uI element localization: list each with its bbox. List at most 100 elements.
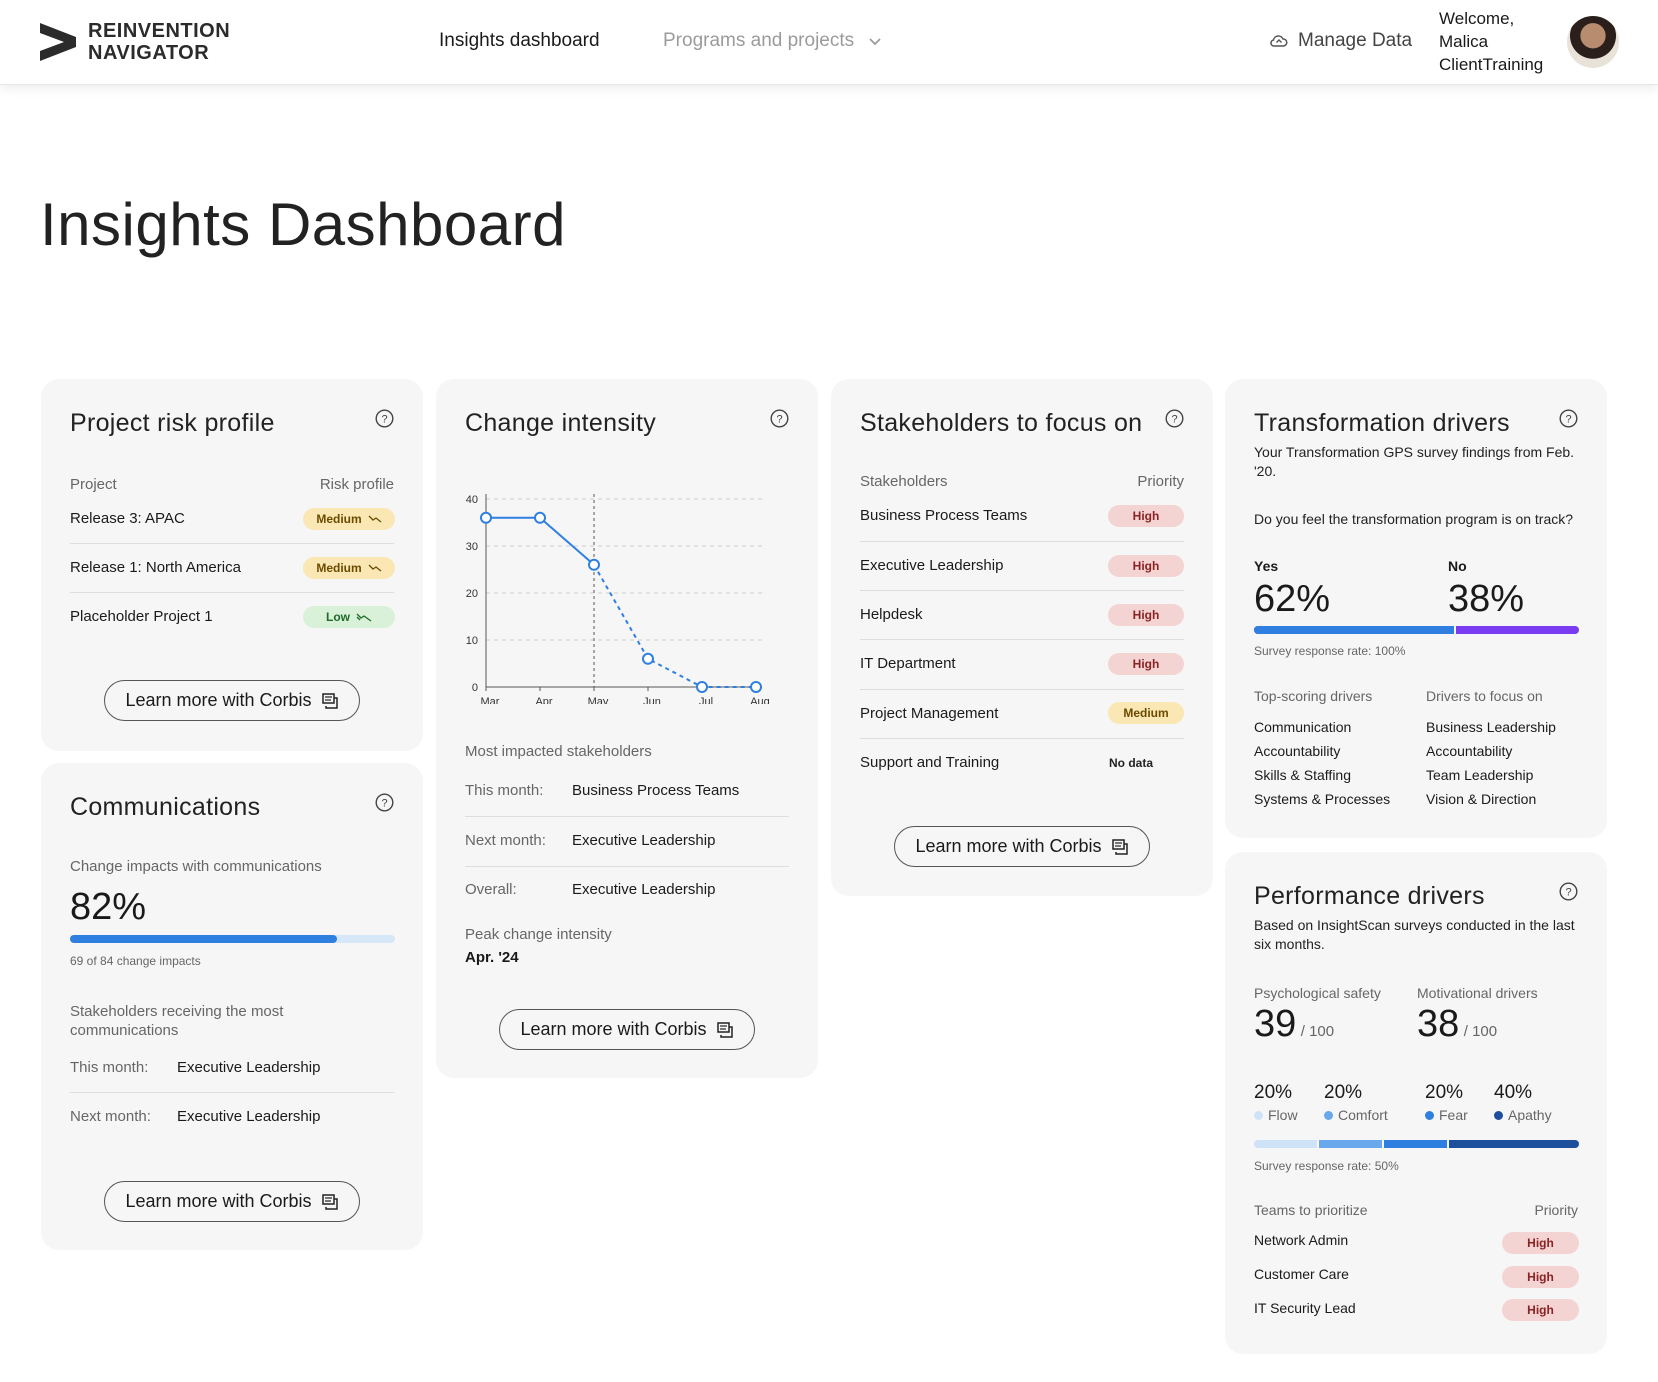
flow-dot-icon [1254,1111,1263,1120]
list-item: Skills & Staffing [1254,767,1352,783]
risk-row-name[interactable]: Release 3: APAC [70,510,185,527]
risk-badge: Low [303,606,395,628]
list-item: Vision & Direction [1426,791,1537,807]
priority-label: Priority [1534,1202,1578,1218]
column-header-risk: Risk profile [319,476,394,493]
stakeholders-card: Stakeholders to focus on ? Stakeholders … [831,379,1213,896]
priority-badge: High [1108,604,1184,626]
transformation-drivers-card: Transformation drivers ? Your Transforma… [1225,379,1607,838]
this-month-value: Business Process Teams [572,782,740,799]
data-point [642,652,654,665]
project-risk-card: Project risk profile ? Project Risk prof… [41,379,423,751]
svg-text:?: ? [776,414,782,426]
welcome-line-3: ClientTraining [1439,55,1544,74]
yes-label: Yes [1254,558,1279,574]
priority-badge: High [1502,1299,1579,1321]
apathy-dot-icon [1494,1111,1503,1120]
yes-value: 62% [1254,578,1331,620]
divider [70,1092,394,1093]
help-icon[interactable]: ? [770,409,789,428]
stakeholder-row-name[interactable]: Business Process Teams [860,507,1028,524]
logo-chevron-icon [40,23,76,61]
peak-intensity-value: Apr. '24 [465,949,519,966]
divider [860,639,1184,640]
list-item: Communication [1254,719,1352,735]
yes-no-bar [1254,626,1579,634]
focus-drivers-list: Business Leadership Accountability Team … [1426,715,1556,811]
segment-name: Flow [1268,1107,1298,1123]
chat-icon [1111,838,1128,855]
help-icon[interactable]: ? [375,793,394,812]
card-title: Project risk profile [70,409,275,437]
top-scoring-list: Communication Accountability Skills & St… [1254,715,1390,811]
change-intensity-chart: 0 10 20 30 40 Mar Apr May Jun Jul Aug [466,494,770,704]
stakeholder-row-name[interactable]: Project Management [860,705,999,722]
segment-fear [1384,1140,1449,1148]
yes-bar-fill [1254,626,1456,634]
help-icon[interactable]: ? [1559,882,1578,901]
risk-badge: Medium [303,508,395,530]
performance-drivers-card: Performance drivers ? Based on InsightSc… [1225,852,1607,1354]
segment-percent: 20% [1254,1082,1293,1103]
welcome-line-1: Welcome, [1439,9,1515,28]
learn-more-corbis-button[interactable]: Learn more with Corbis [499,1009,755,1050]
series-line-forecast [593,564,756,688]
nav-programs-and-projects[interactable]: Programs and projects [663,30,882,52]
help-icon[interactable]: ? [1165,409,1184,428]
help-icon[interactable]: ? [1559,409,1578,428]
svg-text:?: ? [381,798,387,810]
fear-dot-icon [1425,1111,1434,1120]
button-label: Learn more with Corbis [520,1019,707,1039]
x-tick-label: Jul [699,696,713,704]
team-row-name[interactable]: Customer Care [1254,1266,1349,1282]
stakeholder-row-name[interactable]: Support and Training [860,754,1000,771]
help-icon[interactable]: ? [375,409,394,428]
team-row-name[interactable]: Network Admin [1254,1232,1349,1248]
next-month-value: Executive Leadership [572,832,716,849]
svg-text:?: ? [1565,887,1571,899]
learn-more-corbis-button[interactable]: Learn more with Corbis [104,680,360,721]
teams-label: Teams to prioritize [1254,1202,1368,1218]
focus-drivers-label: Drivers to focus on [1426,688,1543,704]
psych-safety-score: 39 / 100 [1254,1003,1334,1046]
x-tick-label: Apr [535,696,552,704]
nav-insights-dashboard[interactable]: Insights dashboard [439,30,600,51]
column-header-priority: Priority [1137,473,1184,490]
impacts-progress-fill [70,935,337,943]
learn-more-corbis-button[interactable]: Learn more with Corbis [104,1181,360,1222]
x-tick-label: Jun [643,696,661,704]
priority-badge: High [1108,653,1184,675]
divider [860,590,1184,591]
stakeholder-row-name[interactable]: Executive Leadership [860,557,1004,574]
motivational-label: Motivational drivers [1417,985,1538,1001]
risk-row-name[interactable]: Release 1: North America [70,559,241,576]
stakeholder-row-name[interactable]: Helpdesk [860,606,923,623]
svg-text:?: ? [381,414,387,426]
segment-name: Fear [1439,1107,1468,1123]
risk-row-name[interactable]: Placeholder Project 1 [70,608,213,625]
segment-percent: 20% [1324,1082,1363,1103]
manage-data-label: Manage Data [1298,30,1413,51]
svg-text:?: ? [1171,414,1177,426]
list-item: Systems & Processes [1254,791,1391,807]
divider [70,592,394,593]
series-line-actual [486,516,595,566]
trend-down-icon [356,613,372,622]
learn-more-corbis-button[interactable]: Learn more with Corbis [894,826,1150,867]
divider [465,866,789,867]
avatar[interactable] [1567,16,1619,68]
chat-icon [321,692,338,709]
segment-name: Apathy [1508,1107,1552,1123]
y-tick-label: 20 [466,588,478,600]
team-row-name[interactable]: IT Security Lead [1254,1300,1356,1316]
next-month-label: Next month: [70,1108,151,1125]
welcome-text: Welcome, Malica ClientTraining [1439,7,1543,76]
data-point [534,511,546,524]
impacts-progress-track [70,935,395,943]
logo[interactable]: REINVENTION NAVIGATOR [40,20,230,64]
manage-data-button[interactable]: Manage Data [1270,30,1412,52]
segment-name: Comfort [1338,1107,1388,1123]
divider [860,738,1184,739]
segment-legend-item: 20% Flow [1254,1082,1330,1123]
stakeholder-row-name[interactable]: IT Department [860,655,956,672]
